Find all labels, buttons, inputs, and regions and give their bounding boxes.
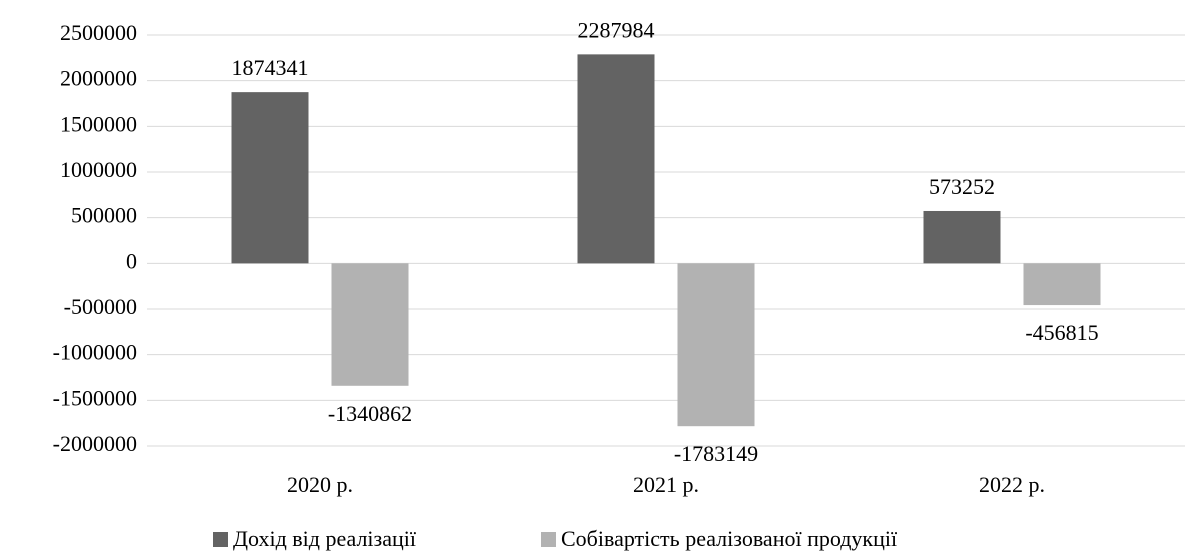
legend-swatch [541, 532, 556, 547]
x-tick-label: 2021 р. [633, 472, 699, 497]
y-tick-label: 2000000 [60, 66, 137, 91]
y-tick-label: -1500000 [53, 385, 137, 410]
legend-swatch [213, 532, 228, 547]
bar [231, 92, 309, 264]
x-tick-label: 2022 р. [979, 472, 1045, 497]
data-label: 573252 [929, 174, 995, 199]
y-tick-label: 0 [126, 248, 137, 273]
bar [577, 54, 655, 264]
y-tick-label: 500000 [71, 203, 137, 228]
y-tick-label: -1000000 [53, 340, 137, 365]
y-tick-label: 1000000 [60, 157, 137, 182]
y-tick-label: 1500000 [60, 111, 137, 136]
legend-label: Собівартість реалізованої продукції [561, 526, 898, 551]
legend-label: Дохід від реалізації [233, 526, 417, 551]
data-label: 1874341 [232, 55, 309, 80]
bar [677, 263, 755, 427]
data-label: -456815 [1025, 320, 1098, 345]
y-tick-label: -2000000 [53, 431, 137, 456]
data-label: -1340862 [328, 401, 412, 426]
x-tick-label: 2020 р. [287, 472, 353, 497]
bar [331, 263, 409, 386]
bar [1023, 263, 1101, 306]
y-tick-label: -500000 [64, 294, 137, 319]
y-tick-label: 2500000 [60, 20, 137, 45]
data-label: 2287984 [578, 17, 655, 42]
data-label: -1783149 [674, 441, 758, 466]
bar [923, 210, 1001, 264]
